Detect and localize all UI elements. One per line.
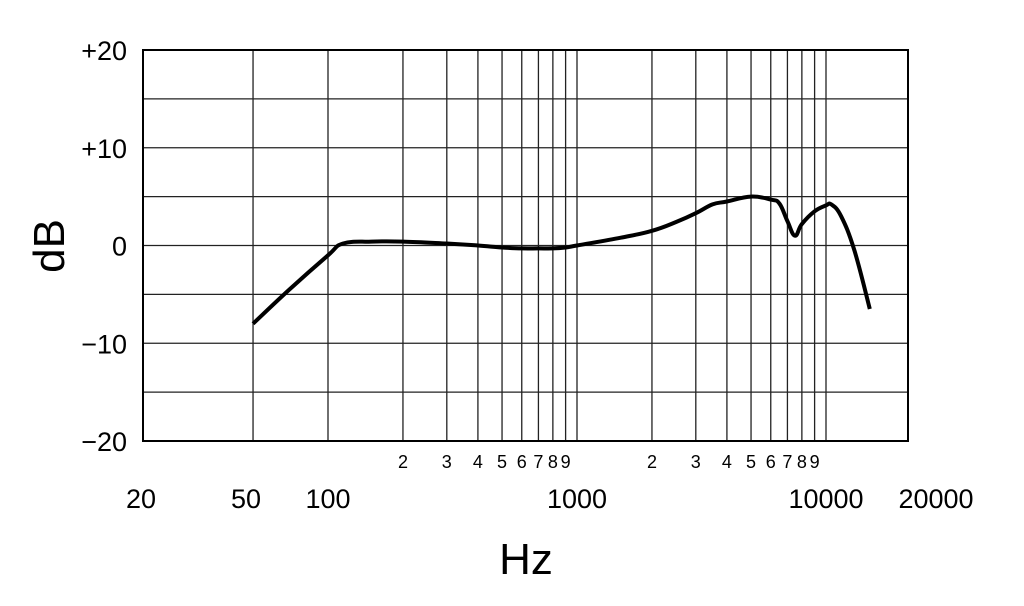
x-minor-tick-label: 6 [517,452,527,472]
y-tick-label: +10 [81,134,127,164]
x-minor-tick-label: 2 [398,452,408,472]
y-tick-label: 0 [112,232,127,262]
y-tick-label: +20 [81,36,127,66]
x-major-tick-label: 50 [231,484,261,514]
x-axis-title: Hz [499,535,553,584]
y-tick-label: −10 [81,329,127,359]
x-major-tick-label: 20 [126,484,156,514]
x-minor-tick-label: 6 [766,452,776,472]
x-minor-tick-label: 5 [497,452,507,472]
x-minor-tick-label: 7 [533,452,543,472]
x-minor-tick-label: 9 [810,452,820,472]
x-major-tick-label: 100 [305,484,350,514]
x-major-tick-label: 1000 [547,484,607,514]
x-major-tick-label: 10000 [788,484,863,514]
x-minor-tick-label: 5 [746,452,756,472]
plot-frame [142,49,909,442]
x-minor-tick-label: 4 [473,452,483,472]
x-minor-tick-label: 7 [782,452,792,472]
x-minor-tick-label: 4 [722,452,732,472]
x-minor-tick-label: 9 [561,452,571,472]
tick-labels: +20+100−10−202 3 4 5 6 7 8 9 2 3 4 5 6 7 8 920 50 100 1000… [81,36,973,514]
grid [143,49,908,442]
x-minor-tick-label: 2 [647,452,657,472]
x-minor-tick-label: 8 [548,452,558,472]
x-minor-tick-label: 8 [797,452,807,472]
y-tick-label: −20 [81,427,127,457]
y-axis-title: dB [25,219,74,273]
x-minor-tick-label: 3 [442,452,452,472]
x-major-tick-label: 20000 [898,484,973,514]
response-curve [251,194,872,326]
x-minor-tick-label: 3 [691,452,701,472]
